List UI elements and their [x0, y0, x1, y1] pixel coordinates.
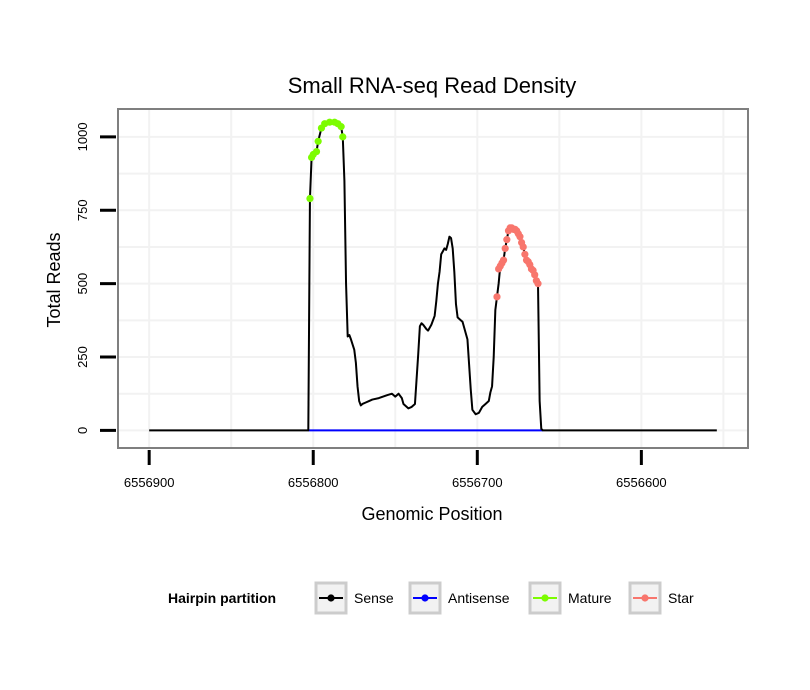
series-layer — [117, 108, 749, 449]
grid-lines — [118, 109, 748, 448]
mature-point — [306, 194, 314, 203]
legend-label-sense: Sense — [354, 590, 394, 606]
star-point — [519, 243, 527, 251]
y-tick-label: 250 — [75, 346, 90, 368]
legend-title: Hairpin partition — [168, 590, 276, 606]
mature-point — [326, 118, 334, 126]
mature-point — [339, 133, 347, 141]
y-axis-label: Total Reads — [44, 232, 64, 327]
chart-title: Small RNA-seq Read Density — [288, 73, 577, 98]
star-point — [501, 244, 509, 253]
x-tick-label: 6556700 — [452, 475, 503, 490]
star-point — [521, 250, 529, 258]
legend-dot-star — [641, 594, 649, 602]
y-tick-label: 750 — [75, 199, 90, 221]
y-tick-label: 1000 — [75, 122, 90, 151]
mature-point — [314, 137, 322, 145]
x-axis-label: Genomic Position — [361, 504, 502, 524]
legend-label-star: Star — [668, 590, 694, 606]
plot-background — [118, 109, 748, 448]
legend-dot-antisense — [421, 594, 429, 602]
y-tick-label: 0 — [75, 427, 90, 434]
legend-dot-sense — [327, 594, 335, 602]
plot-border — [117, 108, 749, 449]
x-tick-label: 6556800 — [288, 475, 339, 490]
legend-dot-mature — [541, 594, 549, 602]
star-point — [531, 271, 539, 279]
plot-area — [118, 109, 748, 448]
legend-label-mature: Mature — [568, 590, 612, 606]
star-point — [503, 236, 511, 244]
star-point — [499, 256, 508, 264]
axes: 6556900 6556800 6556700 6556600 0 250 500 750 10… — [75, 122, 667, 490]
mature-point — [337, 123, 345, 131]
star-point — [516, 233, 524, 241]
legend: Hairpin partition Sense Antisense Mature Sta… — [168, 581, 694, 615]
star-point — [493, 293, 501, 301]
x-tick-label: 6556900 — [124, 475, 175, 490]
y-tick-label: 500 — [75, 273, 90, 295]
legend-label-antisense: Antisense — [448, 590, 510, 606]
x-tick-label: 6556600 — [616, 475, 667, 490]
mature-point — [312, 147, 321, 156]
star-point — [534, 280, 542, 288]
